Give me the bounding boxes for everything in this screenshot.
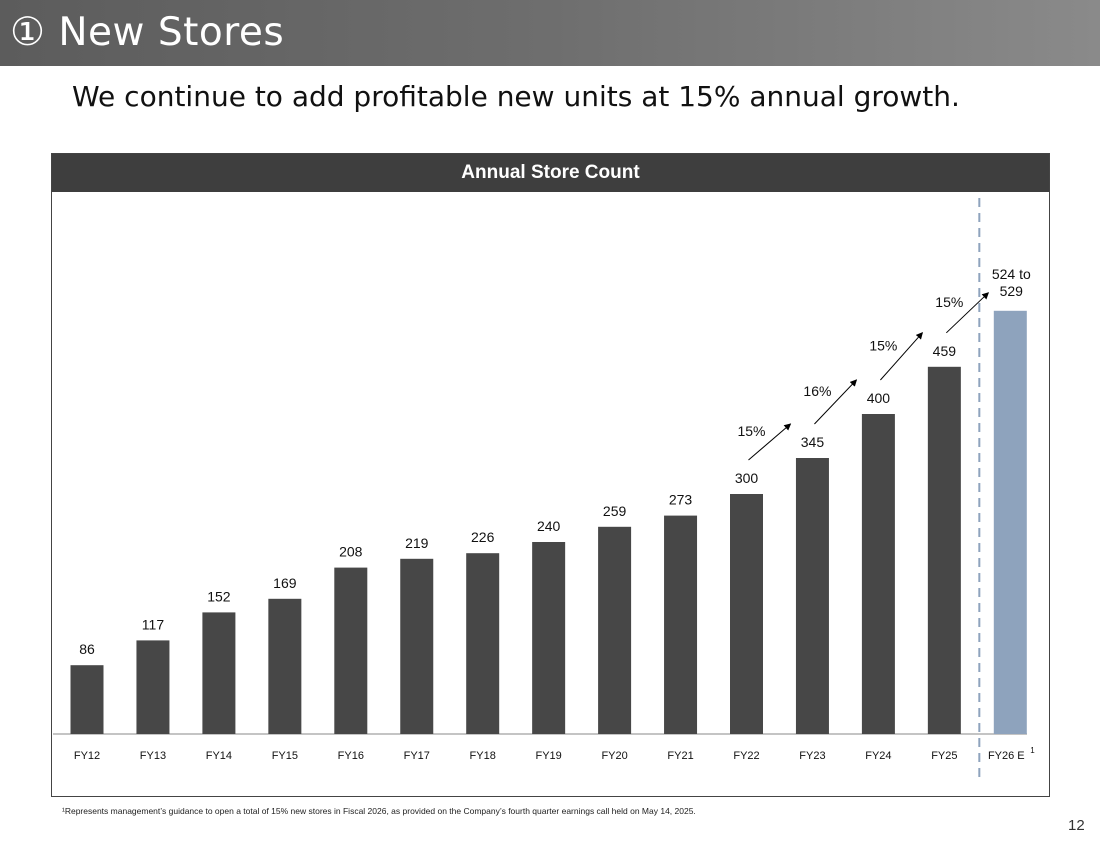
bar-fy14 (202, 612, 236, 734)
data-label: 208 (339, 544, 363, 560)
growth-arrow (946, 292, 990, 334)
bar-fy16 (334, 567, 368, 734)
x-tick-label: FY25 (931, 750, 957, 762)
bar-fy24 (861, 414, 895, 734)
x-tick-label: FY18 (470, 750, 496, 762)
growth-arrow (880, 332, 924, 381)
x-tick-label: FY20 (601, 750, 627, 762)
growth-label: 15% (935, 294, 963, 310)
x-tick-label: FY23 (799, 750, 825, 762)
x-tick-label: FY13 (140, 750, 166, 762)
bar-fy15 (268, 598, 302, 734)
bar-fy23 (795, 458, 829, 734)
bar-fy20 (598, 526, 632, 734)
data-label: 300 (735, 470, 759, 486)
chart-title: Annual Store Count (52, 154, 1049, 192)
x-tick-label: FY24 (865, 750, 891, 762)
data-label: 117 (142, 616, 165, 632)
x-tick-label: FY19 (536, 750, 562, 762)
data-label: 219 (405, 535, 429, 551)
bar-fy18 (466, 553, 500, 734)
bar-fy25 (927, 366, 961, 734)
x-tick-label: FY21 (667, 750, 693, 762)
page-title: ① New Stores (10, 10, 285, 55)
page-number: 12 (1068, 817, 1085, 834)
x-tick-label: FY26 E (988, 750, 1025, 762)
growth-label: 16% (803, 383, 831, 399)
data-label: 86 (79, 641, 95, 657)
growth-arrow (814, 379, 858, 425)
data-label: 152 (207, 588, 231, 604)
x-tick-label: FY17 (404, 750, 430, 762)
bar-fy13 (136, 640, 170, 734)
data-label: 400 (867, 390, 891, 406)
data-label: 459 (933, 343, 957, 359)
bar-fy17 (400, 558, 434, 734)
bar-fy26-e (993, 310, 1027, 734)
footnote-marker: 1 (1030, 746, 1035, 755)
header-bar: ① New Stores (0, 0, 1100, 66)
x-tick-label: FY14 (206, 750, 232, 762)
x-tick-label: FY22 (733, 750, 759, 762)
data-label: 226 (471, 529, 495, 545)
data-label: 240 (537, 518, 561, 534)
store-count-chart: 86 FY12 117 FY13 152 FY14 169 FY15 208 FY16 219 FY1… (53, 198, 1035, 777)
data-label: 259 (603, 503, 627, 519)
data-label: 524 to 529 (992, 266, 1031, 299)
bar-fy12 (70, 665, 104, 734)
growth-label: 15% (737, 423, 765, 439)
data-label: 169 (273, 575, 297, 591)
bar-fy21 (664, 515, 698, 734)
x-tick-label: FY12 (74, 750, 100, 762)
growth-label: 15% (869, 337, 897, 353)
x-tick-label: FY15 (272, 750, 298, 762)
growth-arrow (748, 423, 792, 461)
bar-fy22 (730, 494, 763, 734)
footnote: ¹Represents management’s guidance to ope… (62, 806, 696, 816)
x-tick-label: FY16 (338, 750, 364, 762)
data-label: 273 (669, 492, 693, 508)
page-subtitle: We continue to add profitable new units … (72, 80, 960, 113)
data-label: 345 (801, 434, 825, 450)
bar-fy19 (532, 542, 566, 734)
